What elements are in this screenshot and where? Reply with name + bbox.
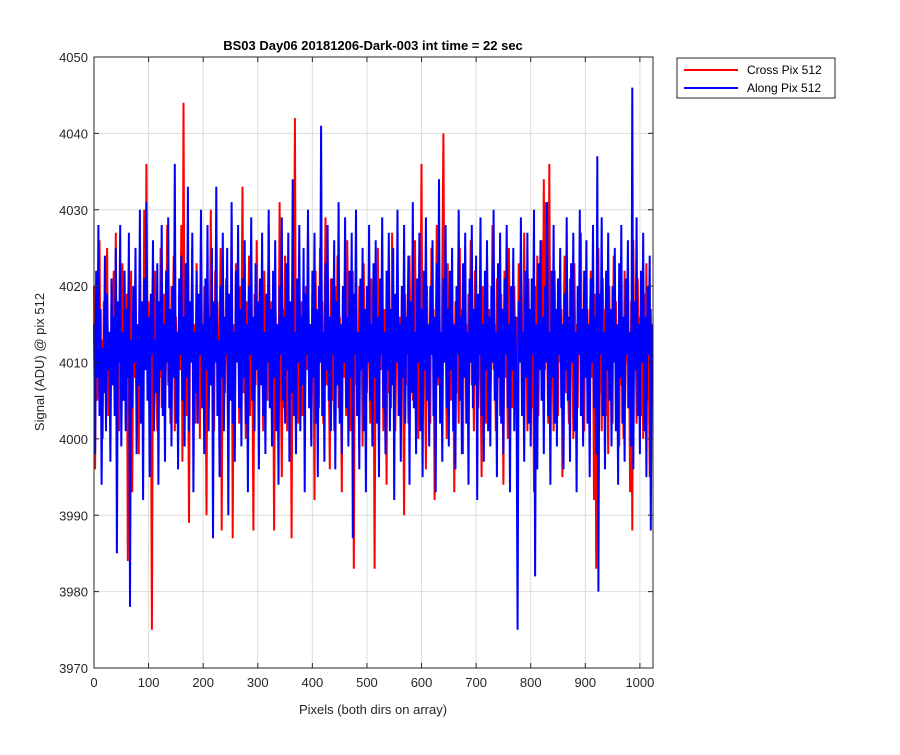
y-tick-label: 4000: [59, 432, 88, 447]
x-axis-label: Pixels (both dirs on array): [299, 702, 447, 717]
x-tick-label: 700: [465, 675, 487, 690]
ticks: 0 100 200 300 400 500 600 700 800 900 1000 3970 3980…: [59, 50, 654, 690]
x-tick-label: 300: [247, 675, 269, 690]
x-tick-label: 600: [411, 675, 433, 690]
x-tick-label: 200: [192, 675, 214, 690]
x-tick-label: 100: [138, 675, 160, 690]
legend-label-along-pix: Along Pix 512: [747, 81, 821, 95]
x-tick-label: 900: [574, 675, 596, 690]
x-tick-label: 0: [90, 675, 97, 690]
x-tick-label: 400: [302, 675, 324, 690]
y-tick-label: 3970: [59, 661, 88, 676]
x-tick-label: 800: [520, 675, 542, 690]
y-axis-label: Signal (ADU) @ pix 512: [32, 293, 47, 431]
legend-box: [676, 57, 836, 99]
legend-label-cross-pix: Cross Pix 512: [747, 63, 822, 77]
y-tick-label: 4030: [59, 203, 88, 218]
legend: Cross Pix 512 Along Pix 512: [676, 57, 836, 99]
y-tick-label: 3990: [59, 508, 88, 523]
series-layer: [93, 87, 654, 630]
x-tick-label: 500: [356, 675, 378, 690]
y-tick-label: 4010: [59, 356, 88, 371]
series-line-along-pix-512: [93, 87, 654, 630]
y-tick-label: 4050: [59, 50, 88, 65]
chart-title: BS03 Day06 20181206-Dark-003 int time = …: [223, 38, 523, 53]
y-tick-label: 3980: [59, 585, 88, 600]
y-tick-label: 4020: [59, 279, 88, 294]
x-tick-label: 1000: [625, 675, 654, 690]
y-tick-label: 4040: [59, 126, 88, 141]
